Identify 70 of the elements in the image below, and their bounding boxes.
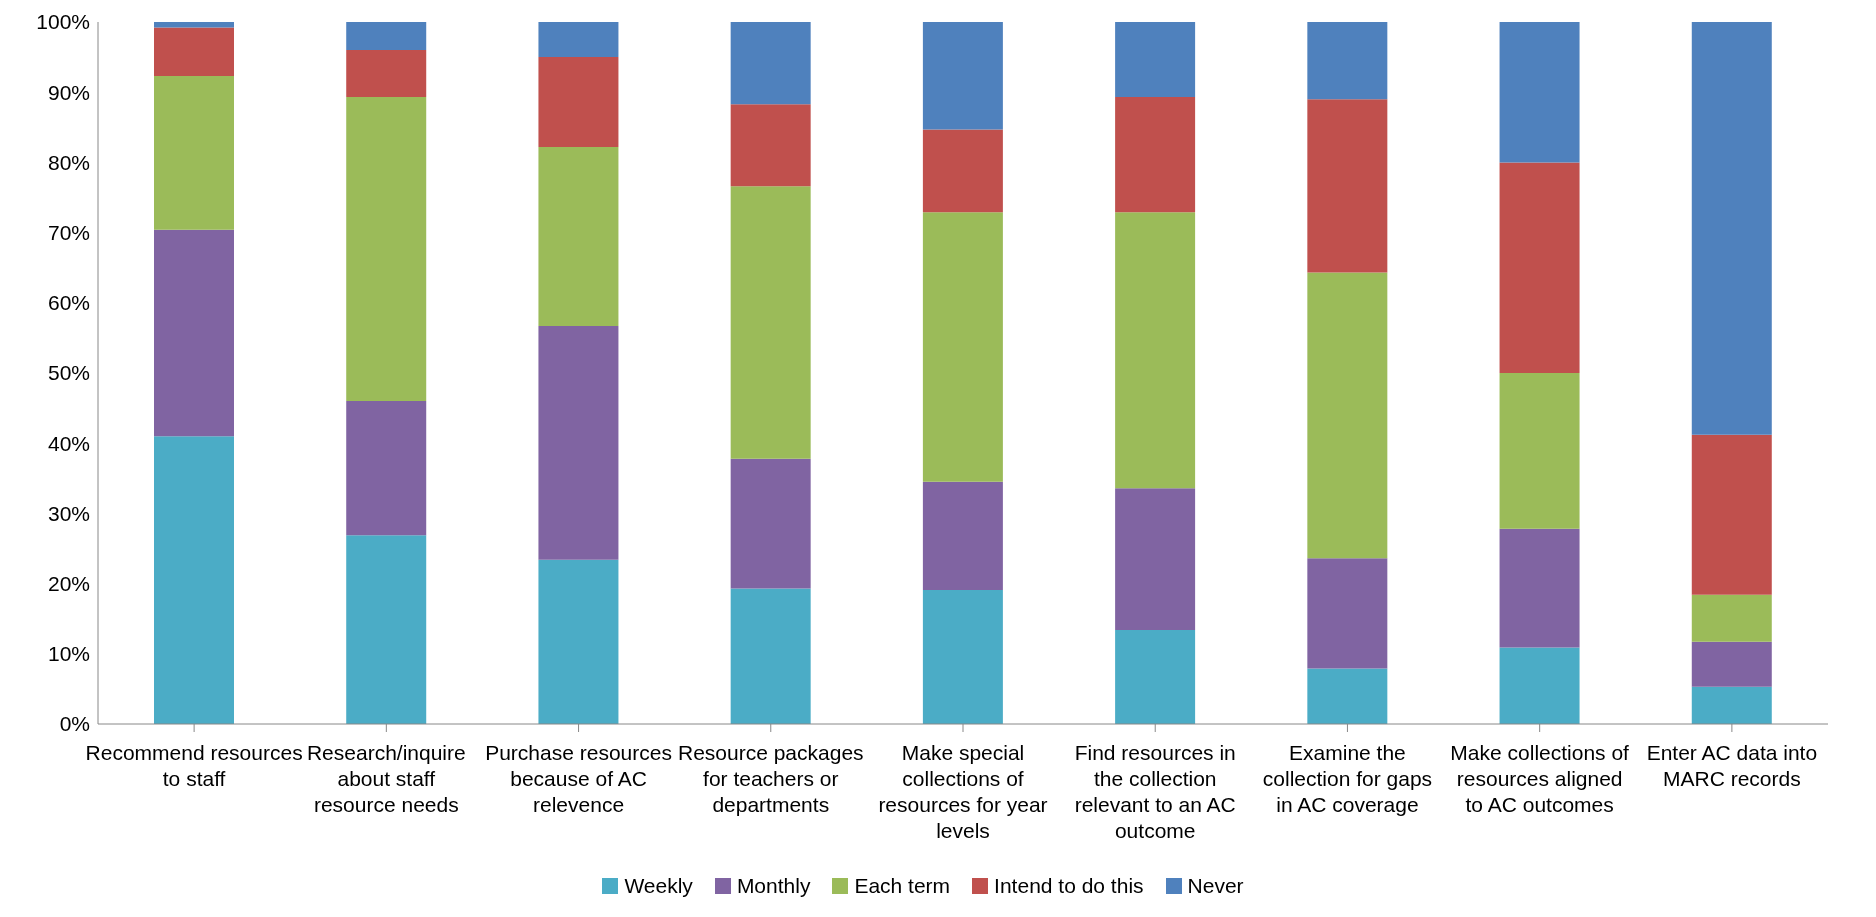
bar bbox=[154, 22, 234, 28]
bar bbox=[154, 229, 234, 437]
bar bbox=[730, 458, 811, 589]
y-tick-label: 40% bbox=[47, 431, 90, 455]
bar bbox=[154, 436, 234, 724]
bar bbox=[1115, 629, 1196, 724]
bar bbox=[346, 535, 427, 724]
bar bbox=[922, 22, 1003, 130]
x-tick-label: Make special collections of resources for year levels bbox=[878, 741, 1048, 842]
legend-label: Intend to do this bbox=[994, 874, 1144, 898]
x-tick-label: Find resources in the collection relevant to an AC outcome bbox=[1074, 741, 1236, 842]
y-tick-label: 0% bbox=[59, 712, 90, 736]
bar bbox=[922, 481, 1003, 590]
y-tick-label: 20% bbox=[47, 572, 90, 596]
bar bbox=[1307, 22, 1388, 100]
y-tick-label: 100% bbox=[36, 10, 90, 34]
bar bbox=[1691, 22, 1772, 435]
bar bbox=[1115, 488, 1196, 630]
bar bbox=[730, 22, 811, 105]
x-tick-label: Recommend resources to staff bbox=[85, 741, 303, 790]
y-tick-label: 30% bbox=[47, 501, 90, 525]
x-tick-label: Enter AC data into MARC records bbox=[1646, 741, 1818, 790]
bar bbox=[538, 57, 619, 147]
bar bbox=[1691, 594, 1772, 642]
bar bbox=[538, 559, 619, 724]
bar bbox=[1307, 558, 1388, 669]
bar bbox=[922, 212, 1003, 482]
bar bbox=[346, 401, 427, 536]
bar bbox=[154, 27, 234, 77]
bar bbox=[538, 146, 619, 326]
y-tick-label: 60% bbox=[47, 291, 90, 315]
bar bbox=[346, 22, 427, 51]
bar bbox=[1115, 22, 1196, 98]
bar bbox=[730, 104, 811, 187]
bar bbox=[154, 76, 234, 230]
bar bbox=[538, 325, 619, 560]
x-tick-label: Purchase resources because of AC relevence bbox=[485, 741, 672, 816]
bar bbox=[538, 22, 619, 58]
bar bbox=[1499, 373, 1580, 529]
legend-label: Each term bbox=[854, 874, 951, 898]
bar bbox=[1691, 434, 1772, 595]
y-tick-label: 50% bbox=[47, 361, 90, 385]
legend-label: Weekly bbox=[624, 874, 693, 898]
bar bbox=[1307, 668, 1388, 724]
x-tick-label: Make collections of resources aligned to AC outcomes bbox=[1450, 741, 1630, 816]
bar bbox=[1499, 647, 1580, 724]
legend-label: Never bbox=[1187, 874, 1244, 898]
bar bbox=[922, 589, 1003, 724]
x-tick-label: Examine the collection for gaps in AC coverage bbox=[1262, 741, 1433, 816]
bar bbox=[346, 97, 427, 402]
y-tick-label: 90% bbox=[47, 80, 90, 104]
bar bbox=[1115, 97, 1196, 213]
bar bbox=[1691, 641, 1772, 687]
y-tick-label: 10% bbox=[47, 642, 90, 666]
bar bbox=[1115, 212, 1196, 489]
x-tick-label: Research/inquire about staff resource needs bbox=[306, 741, 466, 816]
bar bbox=[1307, 272, 1388, 559]
bar bbox=[1499, 22, 1580, 163]
y-tick-label: 70% bbox=[47, 221, 90, 245]
y-tick-label: 80% bbox=[47, 150, 90, 174]
bar bbox=[922, 129, 1003, 213]
bar bbox=[1499, 162, 1580, 373]
bar bbox=[1691, 686, 1772, 724]
bar bbox=[730, 588, 811, 724]
bar bbox=[730, 186, 811, 459]
bar bbox=[1307, 99, 1388, 273]
bar bbox=[346, 50, 427, 98]
legend-label: Monthly bbox=[736, 874, 811, 898]
bar bbox=[1499, 528, 1580, 648]
x-tick-label: Resource packages for teachers or departments bbox=[677, 741, 864, 816]
